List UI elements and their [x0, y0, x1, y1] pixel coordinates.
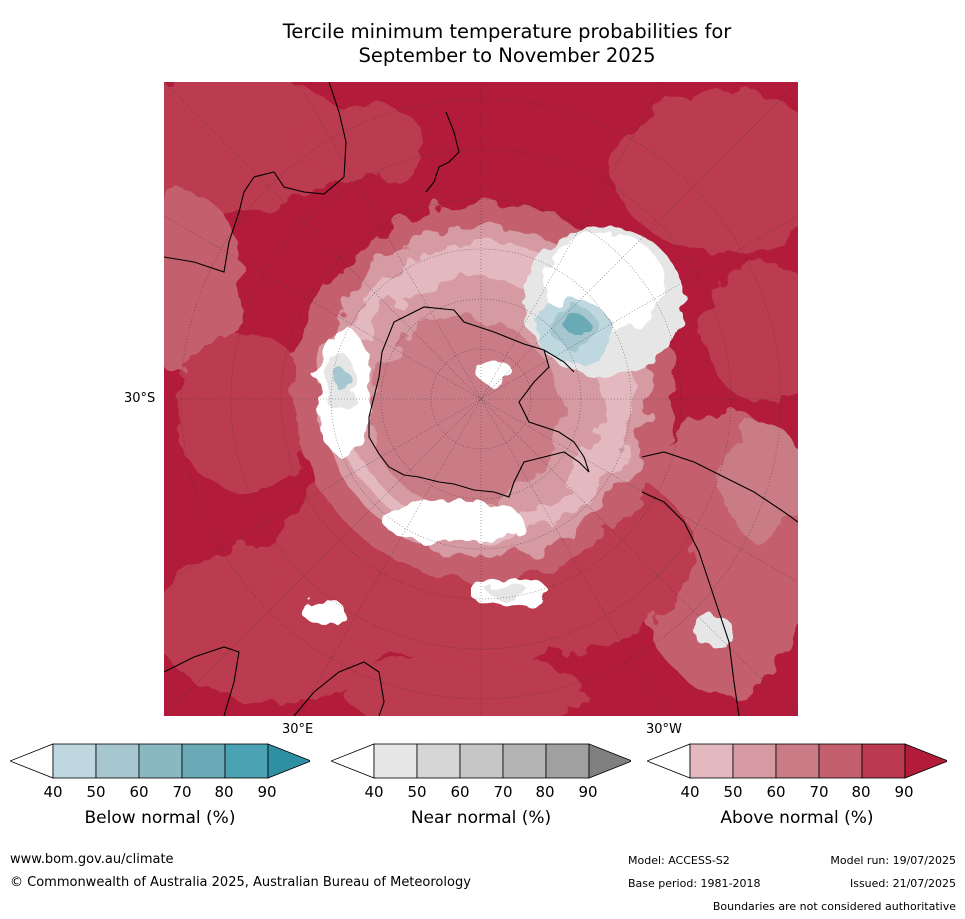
near-tick-50: 50	[407, 783, 427, 801]
colorbar-bin-60	[138, 743, 183, 779]
model-text: Model: ACCESS-S2	[628, 854, 730, 867]
colorbar-high-extension	[588, 743, 634, 779]
near-tick-40: 40	[364, 783, 384, 801]
title-line-2: September to November 2025	[358, 44, 656, 67]
colorbar-bin-40	[373, 743, 418, 779]
below-tick-50: 50	[86, 783, 106, 801]
longitude-label-30w: 30°W	[646, 722, 682, 737]
map-svg	[164, 82, 798, 716]
colorbar-bin-50	[416, 743, 461, 779]
latitude-label-30s: 30°S	[124, 391, 156, 406]
colorbar-bin-70	[502, 743, 547, 779]
website-text: www.bom.gov.au/climate	[10, 852, 174, 867]
below-normal-title: Below normal (%)	[84, 808, 236, 828]
below-tick-90: 90	[257, 783, 277, 801]
antarctic-ring	[294, 202, 674, 582]
above-tick-80: 80	[851, 783, 871, 801]
copyright-text: © Commonwealth of Australia 2025, Austra…	[10, 875, 471, 890]
below-tick-80: 80	[214, 783, 234, 801]
colorbar-low-extension	[329, 743, 375, 779]
below-tick-60: 60	[129, 783, 149, 801]
colorbar-above-normal-svg	[645, 743, 950, 779]
near-tick-90: 90	[578, 783, 598, 801]
colorbar-bin-40	[689, 743, 734, 779]
longitude-label-30e: 30°E	[282, 722, 314, 737]
below-tick-40: 40	[43, 783, 63, 801]
above-normal-title: Above normal (%)	[720, 808, 874, 828]
near-tick-60: 60	[450, 783, 470, 801]
colorbar-bin-60	[459, 743, 504, 779]
disclaimer-text: Boundaries are not considered authoritat…	[712, 900, 956, 913]
near-tick-70: 70	[493, 783, 513, 801]
model-run-text: Model run: 19/07/2025	[830, 854, 956, 867]
colorbar-high-extension	[904, 743, 950, 779]
above-tick-70: 70	[809, 783, 829, 801]
probability-map	[164, 82, 798, 716]
coastlines	[164, 82, 798, 716]
near-tick-80: 80	[535, 783, 555, 801]
colorbar-near-normal	[329, 743, 634, 783]
base-period-text: Base period: 1981-2018	[628, 877, 761, 890]
below-normal-area	[338, 300, 612, 394]
colorbar-below-normal	[8, 743, 313, 783]
below-tick-70: 70	[172, 783, 192, 801]
colorbar-bin-80	[224, 743, 269, 779]
colorbar-below-normal-svg	[8, 743, 313, 779]
title-line-1: Tercile minimum temperature probabilitie…	[282, 20, 732, 43]
above-tick-50: 50	[723, 783, 743, 801]
colorbar-low-extension	[8, 743, 54, 779]
colorbar-bin-80	[545, 743, 590, 779]
colorbar-bin-70	[818, 743, 863, 779]
colorbar-low-extension	[645, 743, 691, 779]
map-title: Tercile minimum temperature probabilitie…	[0, 20, 965, 68]
colorbar-bin-60	[775, 743, 820, 779]
above-tick-40: 40	[680, 783, 700, 801]
colorbar-near-normal-svg	[329, 743, 634, 779]
colorbar-above-normal	[645, 743, 950, 783]
near-normal-title: Near normal (%)	[410, 808, 552, 828]
colorbar-bin-40	[52, 743, 97, 779]
colorbar-bin-50	[732, 743, 777, 779]
colorbar-bin-50	[95, 743, 140, 779]
above-tick-90: 90	[894, 783, 914, 801]
issued-text: Issued: 21/07/2025	[849, 877, 956, 890]
graticule	[164, 82, 798, 716]
colorbar-bin-80	[861, 743, 906, 779]
above-tick-60: 60	[766, 783, 786, 801]
colorbar-high-extension	[267, 743, 313, 779]
colorbar-bin-70	[181, 743, 226, 779]
